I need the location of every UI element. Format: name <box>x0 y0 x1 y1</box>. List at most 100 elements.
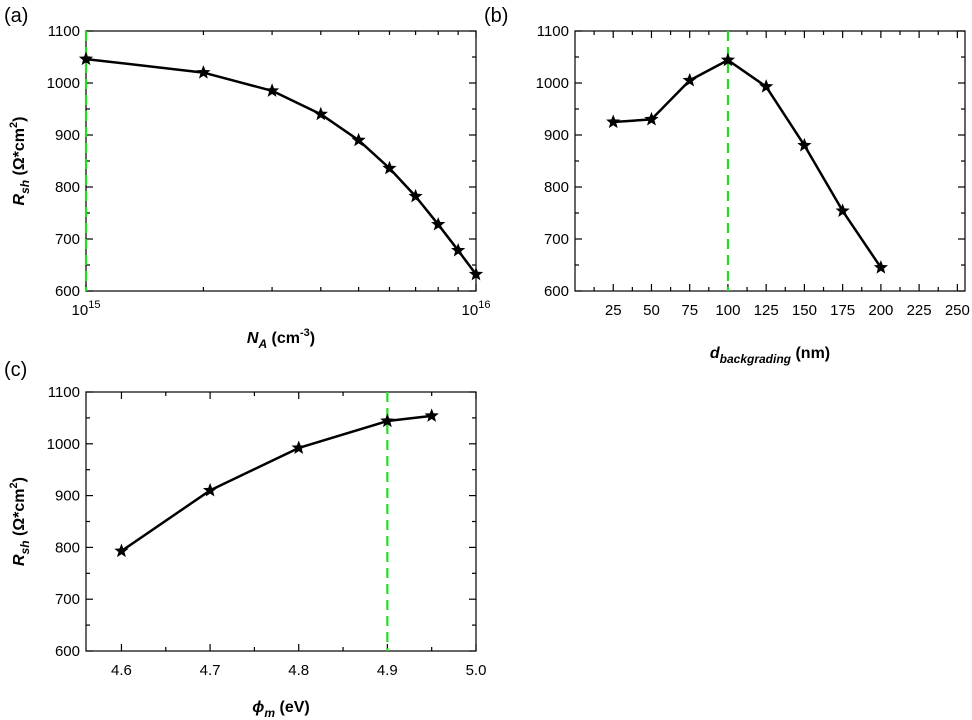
y-axis-title-symbol: R <box>11 554 28 566</box>
y-axis-title-superscript: 2 <box>8 482 20 488</box>
y-tick-label: 1000 <box>47 436 80 453</box>
x-tick-label: 1016 <box>462 299 491 319</box>
data-point <box>264 83 280 97</box>
x-tick-label: 5.0 <box>466 662 487 679</box>
y-tick-label: 1100 <box>48 23 80 40</box>
y-tick-label: 1100 <box>48 384 80 401</box>
y-tick-label: 1000 <box>536 75 569 92</box>
panel-b: (b) 600 700 800 900 1000 1100 25 50 75 100 125 150 17… <box>484 5 970 366</box>
panel-label: (a) <box>4 5 28 27</box>
y-tick-label: 800 <box>544 179 569 196</box>
x-tick-label: 125 <box>754 302 779 319</box>
data-point <box>408 188 423 203</box>
data-point <box>382 160 397 175</box>
x-tick-label-base: 10 <box>72 302 89 319</box>
data-point <box>759 79 774 93</box>
y-axis-title-subscript: sh <box>18 540 32 554</box>
series-line <box>120 414 432 553</box>
data-point <box>431 216 446 231</box>
y-tick-label: 800 <box>55 179 80 196</box>
data-point <box>873 260 889 274</box>
data-point <box>424 408 439 422</box>
y-axis-title: Rsh (Ω*cm2) <box>8 477 32 566</box>
y-axis-title-superscript: 2 <box>8 122 20 128</box>
data-point <box>797 137 812 152</box>
x-tick-label-exponent: 15 <box>88 299 100 311</box>
data-point <box>606 114 621 129</box>
x-tick-label: 75 <box>681 302 698 319</box>
y-axis-title-symbol: R <box>11 193 28 205</box>
y-tick-label: 900 <box>544 127 569 144</box>
x-tick-label: 1015 <box>72 299 101 319</box>
x-axis-title-symbol: N <box>247 330 259 347</box>
y-tick-label: 600 <box>55 643 80 660</box>
x-axis-title: dbackgrading (nm) <box>710 345 830 366</box>
data-point <box>114 543 129 558</box>
x-axis-title-subscript: m <box>264 706 275 720</box>
y-axis-title-unit-end: ) <box>11 117 28 122</box>
data-point <box>835 203 850 217</box>
data-point <box>196 65 211 79</box>
x-tick-label: 4.6 <box>111 662 132 679</box>
x-tick-label: 150 <box>792 302 817 319</box>
x-axis-title-unit: (eV) <box>275 699 310 716</box>
y-tick-label: 1000 <box>47 75 80 92</box>
y-tick-label: 600 <box>544 283 569 300</box>
x-tick-label: 50 <box>643 302 660 319</box>
plot-frame <box>85 391 477 652</box>
series-line <box>85 57 478 276</box>
data-point <box>291 440 306 455</box>
x-tick-label: 100 <box>715 302 740 319</box>
y-axis-title-subscript: sh <box>18 180 32 194</box>
series-line <box>613 58 882 269</box>
x-axis-title-superscript: -3 <box>300 327 310 339</box>
y-tick-label: 700 <box>55 231 80 248</box>
x-tick-label: 4.7 <box>200 662 221 679</box>
data-point <box>380 413 395 428</box>
x-axis-title-symbol: ϕ <box>252 699 264 716</box>
x-tick-label: 25 <box>605 302 622 319</box>
data-point <box>682 72 697 87</box>
y-axis-title: Rsh (Ω*cm2) <box>8 117 32 206</box>
x-axis-title-symbol: d <box>710 345 721 362</box>
y-tick-label: 700 <box>544 231 569 248</box>
y-tick-label: 1100 <box>537 23 569 40</box>
x-tick-label: 175 <box>830 302 855 319</box>
x-tick-label: 200 <box>868 302 893 319</box>
y-tick-label: 800 <box>55 539 80 556</box>
y-tick-label: 900 <box>55 127 80 144</box>
data-point <box>78 51 94 66</box>
x-tick-label: 4.9 <box>377 662 398 679</box>
x-axis-title-unit: (nm) <box>791 345 830 362</box>
x-tick-label-base: 10 <box>462 302 479 319</box>
x-axis-title-unit: (cm <box>267 330 300 347</box>
y-axis-title-unit: (Ω*cm <box>11 128 28 180</box>
y-tick-label: 700 <box>55 591 80 608</box>
panel-c: (c) 600 700 800 900 1000 1100 4.6 4.7 4.8 4.9 5.0 ϕm… <box>4 359 486 720</box>
x-axis-title: ϕm (eV) <box>252 699 309 720</box>
data-point <box>644 111 659 126</box>
x-tick-label-exponent: 16 <box>478 299 490 311</box>
x-tick-label: 250 <box>945 302 970 319</box>
x-axis-title: NA (cm-3) <box>247 327 315 351</box>
data-point <box>351 132 366 147</box>
panel-label: (b) <box>484 5 508 27</box>
panel-label: (c) <box>4 359 27 381</box>
data-point <box>451 242 466 257</box>
x-axis-title-subscript: backgrading <box>720 352 792 366</box>
y-axis-title-unit-end: ) <box>11 477 28 482</box>
data-point <box>313 106 328 121</box>
data-point <box>202 482 218 497</box>
x-tick-label: 225 <box>907 302 932 319</box>
x-axis-title-subscript: A <box>257 337 267 351</box>
y-axis-title-unit: (Ω*cm <box>11 488 28 540</box>
y-tick-label: 600 <box>55 283 80 300</box>
x-tick-label: 4.8 <box>288 662 309 679</box>
data-point <box>720 52 736 67</box>
x-axis-title-unit-end: ) <box>310 330 315 347</box>
plot-frame <box>85 30 477 292</box>
plot-frame <box>574 30 966 292</box>
data-point <box>468 266 484 281</box>
